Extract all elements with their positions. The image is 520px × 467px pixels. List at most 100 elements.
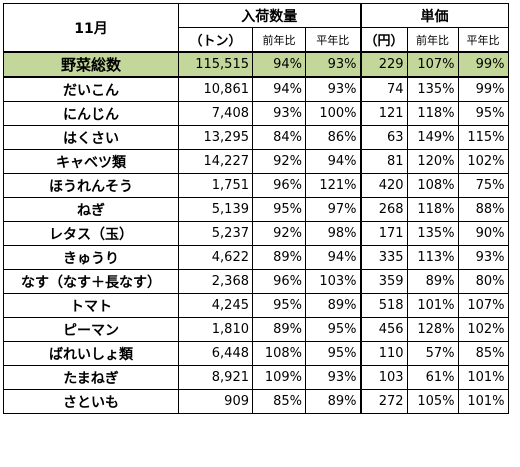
table-row: たまねぎ 8,921 109% 93% 103 61% 101%: [3, 365, 509, 390]
table-row: ピーマン 1,810 89% 95% 456 128% 102%: [3, 317, 509, 342]
price-avg-cell: 102%: [457, 317, 509, 342]
table-row: ねぎ 5,139 95% 97% 268 118% 88%: [3, 197, 509, 222]
price-cell: 229: [359, 51, 408, 78]
volume-avg-cell: 94%: [305, 149, 361, 174]
volume-cell: 8,921: [178, 365, 253, 390]
vegetable-name: ねぎ: [3, 197, 179, 222]
volume-avg-cell: 93%: [305, 51, 361, 78]
volume-yoy-cell: 96%: [252, 173, 306, 198]
vegetable-name: ほうれんそう: [3, 173, 179, 198]
volume-avg-cell: 103%: [305, 269, 361, 294]
vegetable-name: ピーマン: [3, 317, 179, 342]
price-cell: 110: [359, 341, 408, 366]
total-row: 野菜総数 115,515 94% 93% 229 107% 99%: [3, 51, 509, 78]
price-yoy-cell: 107%: [406, 51, 459, 78]
volume-cell: 5,139: [178, 197, 253, 222]
volume-yoy-cell: 92%: [252, 149, 306, 174]
volume-yoy-cell: 95%: [252, 293, 306, 318]
price-cell: 359: [359, 269, 408, 294]
table-row: にんじん 7,408 93% 100% 121 118% 95%: [3, 101, 509, 126]
header-row-1: 11月 入荷数量 単価: [3, 3, 509, 53]
price-yoy-cell: 135%: [406, 221, 459, 246]
price-avg-cell: 85%: [457, 341, 509, 366]
volume-avg-cell: 100%: [305, 101, 361, 126]
volume-yoy-cell: 95%: [252, 197, 306, 222]
volume-avg-cell: 93%: [305, 365, 361, 390]
price-cell: 74: [359, 76, 408, 102]
volume-yoy-cell: 94%: [252, 51, 306, 78]
vegetable-name: なす（なす＋長なす）: [3, 269, 179, 294]
price-yoy-cell: 120%: [406, 149, 459, 174]
price-cell: 268: [359, 197, 408, 222]
volume-avg-header: 平年比: [305, 27, 361, 53]
volume-yoy-cell: 84%: [252, 125, 306, 150]
header-row-2: （トン） 前年比 平年比 （円） 前年比 平年比: [4, 27, 509, 53]
table-row: なす（なす＋長なす） 2,368 96% 103% 359 89% 80%: [3, 269, 509, 294]
price-avg-cell: 107%: [457, 293, 509, 318]
price-yoy-cell: 135%: [406, 76, 459, 102]
vegetable-name: だいこん: [3, 76, 179, 102]
volume-cell: 14,227: [178, 149, 253, 174]
price-avg-cell: 95%: [457, 101, 509, 126]
volume-cell: 1,810: [178, 317, 253, 342]
price-avg-cell: 102%: [457, 149, 509, 174]
volume-header: 入荷数量: [178, 3, 361, 28]
table-row: トマト 4,245 95% 89% 518 101% 107%: [3, 293, 509, 318]
volume-yoy-cell: 96%: [252, 269, 306, 294]
price-avg-cell: 99%: [457, 51, 509, 78]
vegetable-market-table: 11月 入荷数量 単価 （トン） 前年比 平年比 （円） 前年比 平年比 野菜総…: [3, 3, 509, 414]
price-cell: 63: [359, 125, 408, 150]
volume-yoy-cell: 109%: [252, 365, 306, 390]
price-avg-cell: 75%: [457, 173, 509, 198]
volume-cell: 10,861: [178, 76, 253, 102]
price-yoy-cell: 57%: [406, 341, 459, 366]
vegetable-name: トマト: [3, 293, 179, 318]
price-avg-cell: 101%: [457, 389, 509, 414]
volume-avg-cell: 93%: [305, 76, 361, 102]
vegetable-name: ばれいしょ類: [3, 341, 179, 366]
volume-unit-header: （トン）: [178, 27, 253, 53]
price-cell: 518: [359, 293, 408, 318]
table-row: ばれいしょ類 6,448 108% 95% 110 57% 85%: [3, 341, 509, 366]
volume-cell: 2,368: [178, 269, 253, 294]
volume-yoy-cell: 108%: [252, 341, 306, 366]
table-row: きゅうり 4,622 89% 94% 335 113% 93%: [3, 245, 509, 270]
price-avg-cell: 115%: [457, 125, 509, 150]
price-yoy-cell: 105%: [406, 389, 459, 414]
vegetable-name: レタス（玉）: [3, 221, 179, 246]
price-avg-header: 平年比: [457, 27, 509, 53]
price-avg-cell: 90%: [457, 221, 509, 246]
price-yoy-cell: 118%: [406, 101, 459, 126]
volume-cell: 115,515: [178, 51, 253, 78]
price-avg-cell: 93%: [457, 245, 509, 270]
volume-cell: 5,237: [178, 221, 253, 246]
volume-cell: 7,408: [178, 101, 253, 126]
vegetable-name: たまねぎ: [3, 365, 179, 390]
price-cell: 272: [359, 389, 408, 414]
volume-yoy-cell: 89%: [252, 245, 306, 270]
price-cell: 456: [359, 317, 408, 342]
month-header: 11月: [3, 3, 179, 53]
table-row: ほうれんそう 1,751 96% 121% 420 108% 75%: [3, 173, 509, 198]
price-cell: 81: [359, 149, 408, 174]
price-avg-cell: 88%: [457, 197, 509, 222]
price-yoy-cell: 128%: [406, 317, 459, 342]
volume-cell: 1,751: [178, 173, 253, 198]
table-row: はくさい 13,295 84% 86% 63 149% 115%: [3, 125, 509, 150]
volume-avg-cell: 86%: [305, 125, 361, 150]
price-header: 単価: [359, 3, 509, 28]
price-yoy-cell: 61%: [406, 365, 459, 390]
price-avg-cell: 101%: [457, 365, 509, 390]
vegetable-name: キャベツ類: [3, 149, 179, 174]
table-row: だいこん 10,861 94% 93% 74 135% 99%: [3, 76, 509, 102]
vegetable-name: さといも: [3, 389, 179, 414]
price-cell: 335: [359, 245, 408, 270]
volume-yoy-cell: 85%: [252, 389, 306, 414]
volume-avg-cell: 95%: [305, 341, 361, 366]
price-yoy-cell: 118%: [406, 197, 459, 222]
volume-cell: 4,245: [178, 293, 253, 318]
volume-cell: 6,448: [178, 341, 253, 366]
volume-yoy-cell: 89%: [252, 317, 306, 342]
volume-avg-cell: 97%: [305, 197, 361, 222]
volume-avg-cell: 89%: [305, 389, 361, 414]
